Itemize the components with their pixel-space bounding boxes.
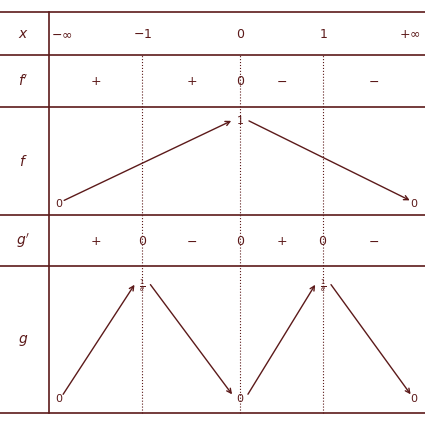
Text: $-$: $-$	[368, 75, 380, 88]
Text: $0$: $0$	[410, 391, 419, 403]
Text: $-$: $-$	[368, 234, 380, 247]
Text: $0$: $0$	[236, 391, 244, 403]
Text: $f'$: $f'$	[18, 74, 28, 89]
Text: $+\infty$: $+\infty$	[399, 28, 421, 41]
Text: $0$: $0$	[235, 234, 245, 247]
Text: $-\infty$: $-\infty$	[51, 28, 73, 41]
Text: $-$: $-$	[186, 234, 197, 247]
Text: $g$: $g$	[18, 332, 28, 347]
Text: $+$: $+$	[90, 234, 101, 247]
Text: $+$: $+$	[276, 234, 287, 247]
Text: $1$: $1$	[319, 28, 327, 41]
Text: $x$: $x$	[18, 28, 29, 41]
Text: $0$: $0$	[318, 234, 328, 247]
Text: $\frac{1}{e}$: $\frac{1}{e}$	[139, 276, 145, 293]
Text: $\frac{1}{e}$: $\frac{1}{e}$	[320, 276, 326, 293]
Text: $1$: $1$	[236, 114, 244, 126]
Text: $0$: $0$	[138, 234, 147, 247]
Text: $+$: $+$	[186, 75, 197, 88]
Text: $0$: $0$	[235, 75, 245, 88]
Text: $g'$: $g'$	[17, 232, 30, 250]
Text: $0$: $0$	[55, 391, 64, 403]
Text: $0$: $0$	[410, 197, 419, 209]
Text: $0$: $0$	[235, 28, 245, 41]
Text: $+$: $+$	[90, 75, 101, 88]
Text: $0$: $0$	[55, 197, 64, 209]
Text: $-1$: $-1$	[133, 28, 152, 41]
Text: $-$: $-$	[276, 75, 287, 88]
Text: $f$: $f$	[19, 154, 28, 169]
